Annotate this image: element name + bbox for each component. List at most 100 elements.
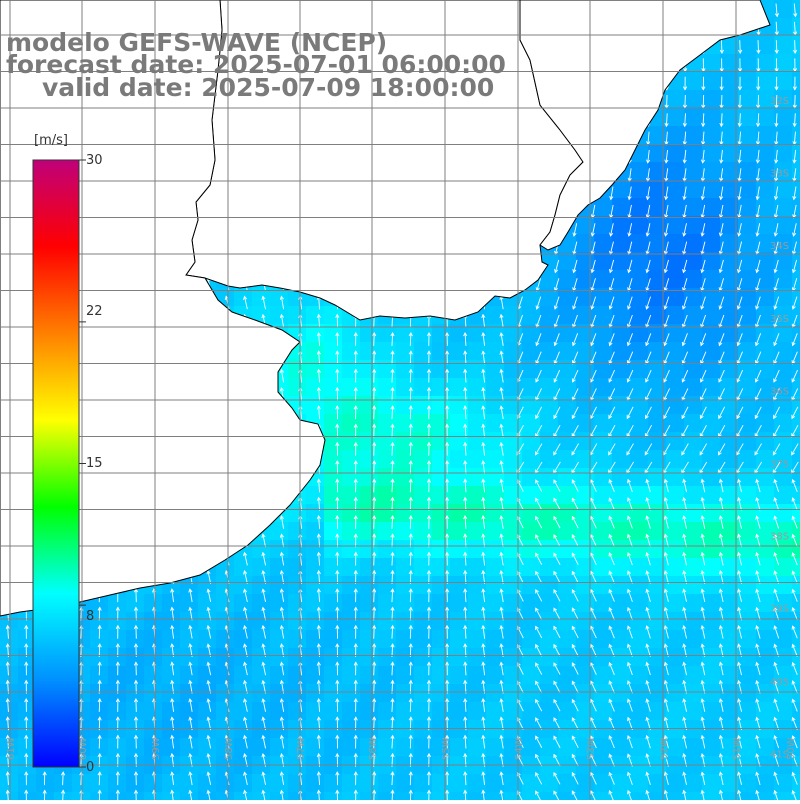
colorbar-tick-0: 0: [86, 760, 94, 775]
speed-cell: [306, 576, 324, 594]
speed-cell: [666, 162, 684, 180]
speed-cell: [306, 774, 324, 792]
speed-cell: [738, 684, 756, 702]
speed-cell: [630, 648, 648, 666]
speed-cell: [504, 540, 522, 558]
speed-cell: [342, 774, 360, 792]
speed-cell: [666, 468, 684, 486]
speed-cell: [360, 666, 378, 684]
speed-cell: [684, 360, 702, 378]
speed-cell: [324, 306, 342, 324]
speed-cell: [720, 540, 738, 558]
speed-cell: [360, 378, 378, 396]
speed-cell: [216, 612, 234, 630]
lat-label: 34S: [770, 241, 789, 252]
speed-cell: [144, 684, 162, 702]
speed-cell: [0, 648, 18, 666]
speed-cell: [630, 270, 648, 288]
speed-cell: [594, 432, 612, 450]
speed-cell: [540, 648, 558, 666]
speed-cell: [108, 792, 126, 800]
speed-cell: [792, 684, 800, 702]
speed-cell: [504, 522, 522, 540]
speed-cell: [342, 450, 360, 468]
speed-cell: [324, 378, 342, 396]
speed-cell: [378, 432, 396, 450]
speed-cell: [504, 792, 522, 800]
speed-cell: [612, 216, 630, 234]
speed-cell: [288, 360, 306, 378]
speed-cell: [522, 792, 540, 800]
speed-cell: [630, 198, 648, 216]
speed-cell: [378, 396, 396, 414]
speed-cell: [342, 342, 360, 360]
speed-cell: [324, 684, 342, 702]
speed-cell: [630, 216, 648, 234]
speed-cell: [720, 612, 738, 630]
speed-cell: [306, 522, 324, 540]
speed-cell: [270, 630, 288, 648]
speed-cell: [360, 414, 378, 432]
speed-cell: [684, 414, 702, 432]
speed-cell: [756, 216, 774, 234]
speed-cell: [738, 306, 756, 324]
speed-cell: [252, 630, 270, 648]
speed-cell: [108, 702, 126, 720]
speed-cell: [774, 468, 792, 486]
speed-cell: [630, 342, 648, 360]
speed-cell: [630, 666, 648, 684]
speed-cell: [126, 792, 144, 800]
speed-cell: [378, 792, 396, 800]
speed-cell: [324, 594, 342, 612]
speed-cell: [378, 522, 396, 540]
speed-cell: [306, 594, 324, 612]
speed-cell: [378, 450, 396, 468]
speed-cell: [684, 342, 702, 360]
speed-cell: [738, 90, 756, 108]
speed-cell: [702, 486, 720, 504]
speed-cell: [0, 702, 18, 720]
speed-cell: [306, 666, 324, 684]
speed-cell: [180, 702, 198, 720]
speed-cell: [612, 252, 630, 270]
speed-cell: [324, 396, 342, 414]
speed-cell: [720, 792, 738, 800]
speed-cell: [216, 702, 234, 720]
speed-cell: [324, 558, 342, 576]
speed-cell: [162, 648, 180, 666]
speed-cell: [594, 234, 612, 252]
speed-cell: [666, 180, 684, 198]
speed-cell: [486, 432, 504, 450]
speed-cell: [288, 504, 306, 522]
lon-label: 53W: [586, 737, 597, 760]
speed-cell: [630, 252, 648, 270]
speed-cell: [684, 792, 702, 800]
speed-cell: [702, 468, 720, 486]
speed-cell: [180, 684, 198, 702]
speed-cell: [612, 234, 630, 252]
speed-cell: [612, 774, 630, 792]
speed-cell: [738, 234, 756, 252]
speed-cell: [288, 522, 306, 540]
speed-cell: [702, 558, 720, 576]
speed-cell: [180, 774, 198, 792]
speed-cell: [252, 576, 270, 594]
speed-cell: [702, 792, 720, 800]
speed-cell: [684, 396, 702, 414]
speed-cell: [684, 180, 702, 198]
speed-cell: [792, 162, 800, 180]
speed-cell: [576, 540, 594, 558]
speed-cell: [324, 630, 342, 648]
speed-cell: [612, 270, 630, 288]
speed-cell: [270, 594, 288, 612]
speed-cell: [702, 126, 720, 144]
lat-label: 38S: [770, 532, 789, 543]
speed-cell: [738, 72, 756, 90]
speed-cell: [144, 702, 162, 720]
speed-cell: [324, 414, 342, 432]
speed-cell: [774, 396, 792, 414]
speed-cell: [198, 702, 216, 720]
speed-cell: [666, 90, 684, 108]
lat-label: 35S: [770, 314, 789, 325]
speed-cell: [630, 162, 648, 180]
